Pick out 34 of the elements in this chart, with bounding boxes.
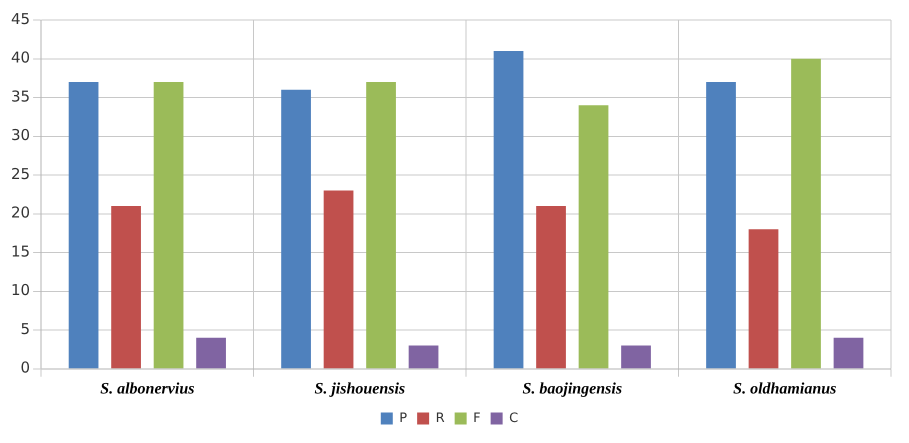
y-tick-label: 20	[10, 204, 30, 222]
y-tick-label: 25	[10, 164, 30, 183]
bar	[111, 206, 141, 368]
bar	[324, 190, 354, 368]
legend-label: R	[436, 410, 445, 426]
bar	[366, 82, 396, 368]
bar	[196, 338, 226, 368]
x-tick-label: S. jishouensis	[314, 380, 406, 398]
bar	[536, 206, 566, 368]
bar	[748, 229, 778, 368]
y-tick-label: 0	[20, 358, 30, 377]
legend-label: F	[473, 410, 481, 426]
bar	[578, 105, 608, 368]
bar	[408, 346, 438, 368]
y-tick-label: 45	[10, 10, 30, 28]
legend-label: C	[509, 410, 518, 426]
legend-label: P	[399, 410, 408, 426]
x-tick-label: S. oldhamianus	[733, 380, 836, 398]
bar	[791, 58, 821, 368]
y-tick-label: 40	[10, 48, 30, 67]
y-tick-label: 30	[10, 126, 30, 144]
bar	[494, 51, 524, 368]
bar	[68, 82, 98, 368]
x-tick-label: S. albonervius	[100, 380, 194, 398]
bar	[621, 346, 651, 368]
bar	[154, 82, 184, 368]
bar	[281, 90, 311, 368]
bar	[834, 338, 864, 368]
y-tick-label: 15	[10, 242, 30, 260]
x-tick-label: S. baojingensis	[522, 380, 622, 398]
y-tick-label: 5	[20, 320, 30, 338]
y-tick-label: 10	[10, 281, 30, 300]
y-tick-label: 35	[10, 87, 30, 106]
bar	[706, 82, 736, 368]
